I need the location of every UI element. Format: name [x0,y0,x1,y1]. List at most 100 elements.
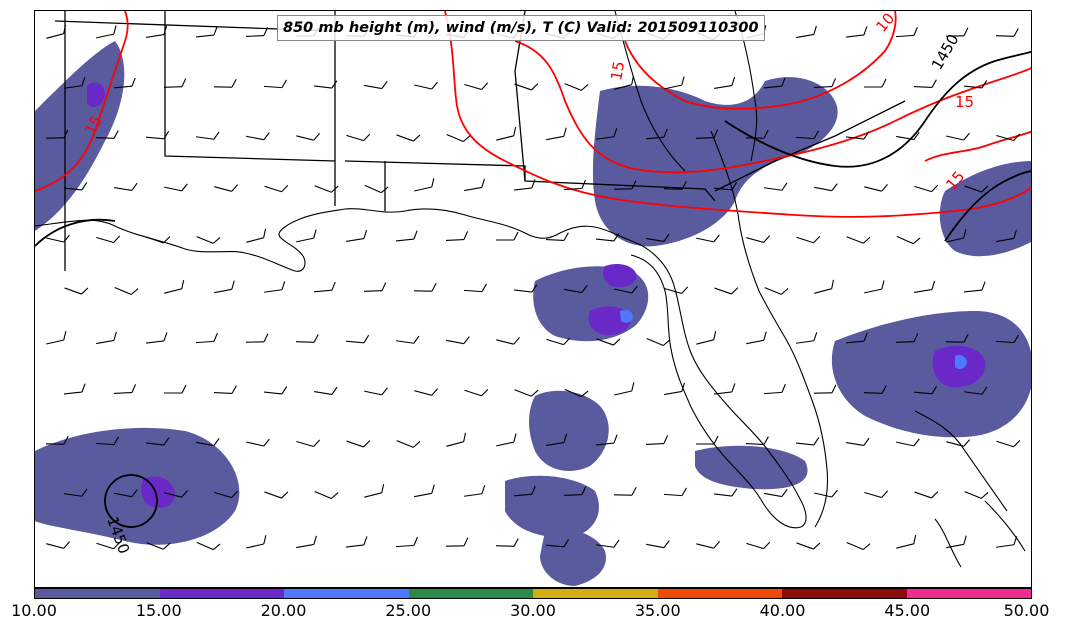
colorbar-tick-label: 25.00 [385,601,432,620]
wind-barb [663,487,687,497]
wind-barb [563,486,587,496]
wind-barb [796,332,818,344]
colorbar-segment-2 [284,589,409,598]
precip-area [505,475,599,538]
wind-barb [446,133,471,143]
wind-barb [714,488,738,497]
wind-barb [96,235,121,244]
wind-barb [246,228,267,243]
colorbar-tick-label: 10.00 [11,601,57,620]
wind-barb [763,77,786,89]
wind-barb [814,183,838,192]
wind-barb [914,491,939,499]
wind-barb [796,236,821,244]
wind-barb [646,337,671,347]
wind-barb [514,83,539,91]
wind-barb [864,490,889,499]
wind-barb [495,538,519,547]
wind-barb [564,388,589,398]
height-contours [35,50,1031,528]
wind-barb [346,536,368,548]
wind-barb [146,332,168,344]
wind-barb [264,185,289,193]
wind-barb [796,542,821,550]
wind-barb [214,490,239,499]
wind-barb [745,436,769,446]
wind-barb [463,283,487,293]
wind-barb [564,285,588,294]
wind-barb [196,131,220,140]
wind-barb [696,234,720,243]
colorbar [34,588,1032,599]
wind-barb [295,334,319,343]
wind-barb [45,435,69,445]
wind-barb [545,232,569,242]
wind-barb [696,435,719,445]
wind-barb [846,26,868,38]
wind-barb [646,540,670,549]
wind-barb [214,184,239,192]
colorbar-tick-label: 35.00 [634,601,681,620]
wind-barb [696,541,720,549]
wind-barb [914,184,939,193]
wind-barb [314,185,339,193]
precip-area [87,82,105,107]
wind-barb [664,382,685,396]
wind-barb [114,182,138,191]
wind-barb [363,282,387,292]
wind-barb [546,433,568,446]
precip-area [592,77,838,247]
wind-barb [613,180,637,190]
wind-barb [646,233,670,242]
wind-barb [514,389,539,397]
wind-barb [764,489,788,498]
wind-barb [113,384,137,395]
wind-barb [414,388,439,396]
wind-barb [364,483,385,498]
wind-barb [995,334,1019,344]
wind-barb [696,330,717,345]
wind-barb [346,229,368,242]
wind-barb [196,438,220,447]
wind-barb [596,539,620,548]
wind-barb [795,437,820,446]
map-title: 850 mb height (m), wind (m/s), T (C) Val… [277,15,765,41]
wind-barb [414,484,435,498]
wind-barb [213,78,237,88]
wind-barb [914,280,936,293]
wind-barb [714,287,739,295]
wind-barb [714,76,736,89]
wind-barb [296,229,317,243]
wind-barb [764,287,789,295]
wind-barb [946,535,967,549]
wind-barb [64,488,88,497]
wind-barb [595,233,620,242]
wind-barb [395,230,418,242]
colorbar-tick-label: 40.00 [759,601,806,620]
wind-barb [946,439,971,447]
wind-barb [246,535,267,549]
wind-barb [95,130,119,139]
wind-barb [996,440,1021,448]
wind-barb [964,491,989,499]
wind-barb [664,286,689,295]
precip-area [141,476,175,508]
wind-barb [995,28,1019,37]
wind-barb [846,541,871,551]
wind-barb [146,542,171,550]
wind-barb [346,440,371,448]
colorbar-tick-label: 15.00 [135,601,182,620]
colorbar-tick-label: 50.00 [1003,601,1050,620]
colorbar-segment-3 [408,589,533,598]
wind-barb [164,490,188,498]
wind-barb [796,25,817,39]
wind-barb [63,182,88,191]
wind-barb [46,331,67,345]
wind-barb [913,385,938,395]
temp-label-15-north: 15 [607,60,628,82]
precip-area [35,427,240,545]
wind-barb [945,27,969,37]
wind-barb [146,236,171,244]
wind-barb [846,236,871,244]
wind-barb [895,333,919,343]
